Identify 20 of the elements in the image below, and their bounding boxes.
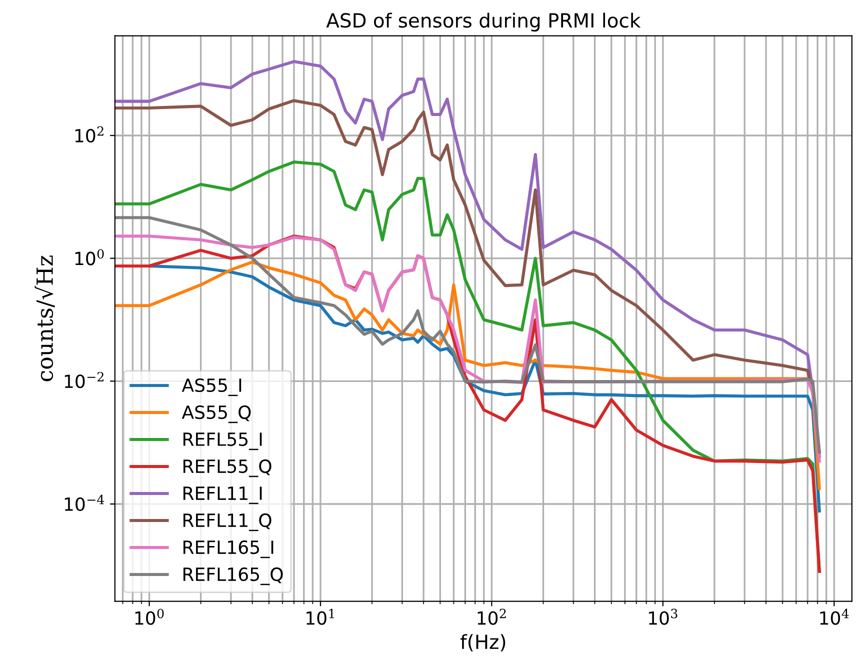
- legend-label: REFL11_I: [183, 486, 262, 504]
- x-tick-label: 10$^{4}$: [820, 608, 849, 625]
- x-tick-label: 10$^{1}$: [306, 608, 334, 625]
- legend-label: REFL165_Q: [183, 567, 283, 586]
- legend-label: REFL165_I: [183, 540, 274, 558]
- x-tick-label: 10$^{0}$: [135, 608, 164, 625]
- x-tick-label: 10$^{2}$: [478, 608, 506, 625]
- y-axis-title: counts/√Hz: [34, 256, 55, 382]
- x-axis-title: f(Hz): [460, 634, 506, 652]
- legend-label: AS55_Q: [182, 405, 251, 424]
- legend-label: REFL11_Q: [183, 513, 272, 532]
- x-tick-label: 10$^{3}$: [649, 608, 678, 625]
- legend-label: REFL55_Q: [183, 459, 272, 478]
- y-tick-label: 10$^{−4}$: [64, 494, 104, 511]
- legend-label: REFL55_I: [183, 432, 262, 450]
- chart-title: ASD of sensors during PRMI lock: [326, 12, 641, 32]
- legend-label: AS55_I: [182, 378, 242, 396]
- y-tick-label: 10$^{2}$: [75, 126, 104, 142]
- y-tick-label: 10$^{−2}$: [64, 372, 104, 388]
- y-tick-label: 10$^{0}$: [75, 249, 104, 266]
